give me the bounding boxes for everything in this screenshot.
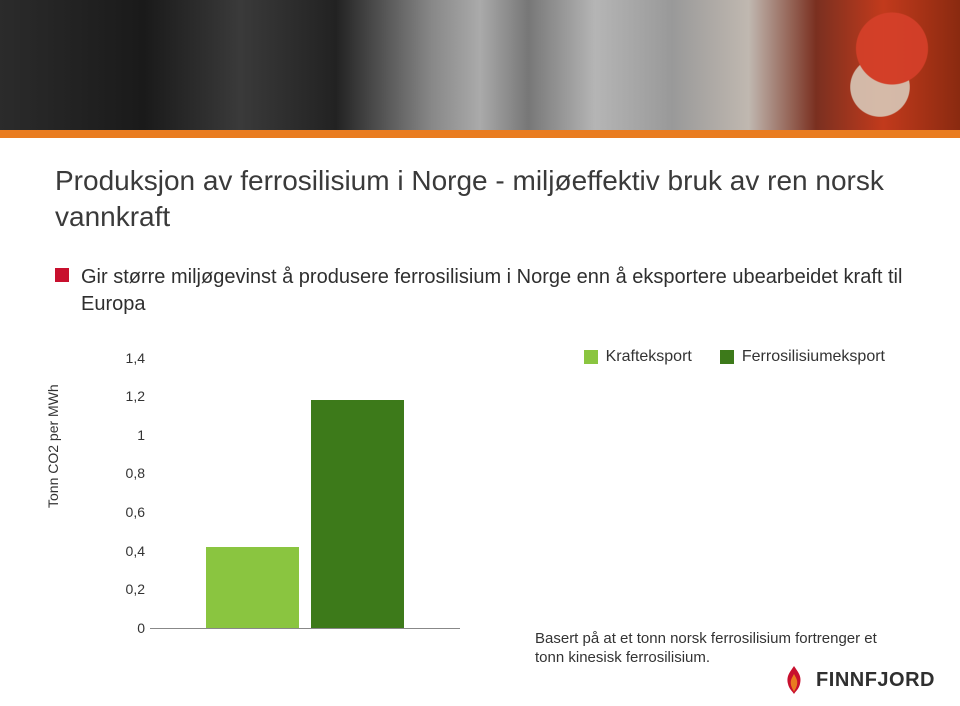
y-tick-label: 0,4: [115, 543, 145, 559]
legend-item-krafteksport: Krafteksport: [584, 348, 692, 366]
bar-ferrosilisiumeksport: [311, 400, 404, 628]
y-tick-label: 0: [115, 620, 145, 636]
brand-footer: FINNFJORD: [780, 664, 935, 696]
bullet-square-icon: [55, 268, 69, 282]
slide-content: Produksjon av ferrosilisium i Norge - mi…: [0, 138, 960, 668]
legend-swatch-icon: [720, 350, 734, 364]
bullet-text: Gir større miljøgevinst å produsere ferr…: [81, 264, 905, 318]
legend-swatch-icon: [584, 350, 598, 364]
y-axis-label: Tonn CO2 per MWh: [45, 384, 61, 508]
y-tick-label: 1,4: [115, 350, 145, 366]
header-photo-banner: [0, 0, 960, 130]
chart-legend: Krafteksport Ferrosilisiumeksport: [584, 348, 885, 366]
chart-plot-area: [150, 358, 460, 629]
y-tick-label: 0,8: [115, 465, 145, 481]
bar-krafteksport: [206, 547, 299, 628]
legend-label: Krafteksport: [606, 348, 692, 366]
chart-footnote: Basert på at et tonn norsk ferrosilisium…: [535, 629, 885, 668]
co2-bar-chart: Tonn CO2 per MWh 00,20,40,60,811,21,4 Kr…: [55, 348, 905, 668]
brand-name: FINNFJORD: [816, 669, 935, 692]
y-tick-label: 0,2: [115, 581, 145, 597]
flame-icon: [780, 664, 808, 696]
bullet-item: Gir større miljøgevinst å produsere ferr…: [55, 264, 905, 318]
header-accent-bar: [0, 130, 960, 138]
y-tick-label: 1,2: [115, 388, 145, 404]
y-tick-label: 1: [115, 427, 145, 443]
page-title: Produksjon av ferrosilisium i Norge - mi…: [55, 163, 905, 236]
y-tick-label: 0,6: [115, 504, 145, 520]
legend-label: Ferrosilisiumeksport: [742, 348, 885, 366]
legend-item-ferrosilisiumeksport: Ferrosilisiumeksport: [720, 348, 885, 366]
